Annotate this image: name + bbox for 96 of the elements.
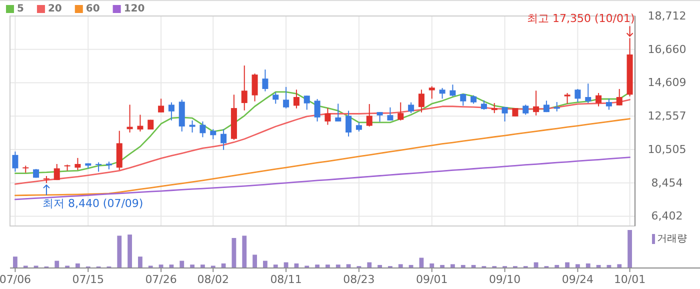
bar — [367, 262, 372, 268]
y-tick-label: 8,454 — [651, 176, 683, 190]
x-tick-label: 10/01 — [614, 273, 646, 286]
legend-label: 60 — [86, 4, 100, 14]
candlestick — [376, 112, 383, 122]
candlestick — [439, 87, 446, 100]
y-tick-label: 18,712 — [648, 10, 686, 22]
bar — [273, 264, 278, 268]
candlestick — [366, 104, 372, 127]
annotation: 최저 8,440 (07/09) — [42, 197, 144, 210]
bar — [336, 264, 340, 268]
candlestick — [54, 163, 60, 181]
candlestick — [158, 98, 164, 113]
candlestick — [480, 100, 487, 110]
candlestick — [241, 65, 248, 111]
candlestick — [272, 92, 279, 104]
candlestick — [428, 86, 435, 100]
bar — [576, 264, 580, 268]
bar — [450, 264, 455, 268]
x-tick-label: 09/24 — [562, 273, 594, 286]
bar — [430, 263, 434, 268]
candlestick — [335, 103, 342, 122]
bar — [252, 254, 257, 268]
candlestick — [460, 94, 466, 106]
candlestick — [574, 88, 581, 103]
x-tick-label: 08/23 — [343, 273, 375, 286]
y-tick-label: 6,402 — [651, 210, 683, 223]
bar — [617, 264, 622, 268]
bar — [13, 256, 18, 268]
legend-label: 거래량 — [657, 234, 687, 244]
candlestick — [314, 98, 320, 122]
candlestick — [418, 89, 424, 113]
candlestick — [346, 110, 352, 138]
candlestick — [387, 106, 394, 121]
bar — [76, 263, 80, 268]
legend-label: 20 — [48, 4, 62, 14]
bar — [138, 256, 142, 268]
candlestick — [210, 128, 216, 140]
x-tick-label: 09/01 — [416, 273, 448, 286]
candlestick — [522, 104, 529, 116]
bar — [586, 263, 590, 268]
candlestick — [502, 106, 508, 122]
candlestick — [596, 92, 602, 107]
candlestick — [491, 102, 498, 114]
y-tick-label: 14,609 — [648, 76, 686, 90]
candlestick — [252, 73, 258, 102]
candlestick — [606, 98, 612, 110]
bar — [326, 264, 330, 268]
candlestick — [200, 120, 206, 138]
bar — [180, 260, 184, 268]
candlestick — [262, 69, 268, 92]
candlestick — [398, 102, 404, 121]
candlestick — [450, 84, 456, 97]
bar — [117, 236, 122, 268]
candlestick — [220, 128, 227, 150]
y-tick-label: 10,505 — [648, 142, 686, 156]
candlestick — [533, 90, 540, 116]
candlestick — [168, 102, 174, 121]
bar — [398, 264, 403, 268]
x-tick-label: 08/02 — [197, 273, 229, 286]
y-tick-label: 12,557 — [648, 110, 686, 123]
annotation: 최고 17,350 (10/01) — [527, 12, 635, 26]
bar — [190, 264, 194, 268]
bar — [128, 234, 132, 268]
bar — [628, 230, 632, 268]
candlestick — [408, 102, 414, 114]
candlestick — [12, 151, 18, 172]
candlestick — [616, 88, 622, 106]
legend-label: 5 — [17, 4, 24, 14]
candlestick — [137, 114, 144, 132]
candlestick — [304, 95, 310, 110]
x-tick-label: 07/26 — [145, 273, 177, 286]
bar — [315, 264, 320, 268]
candlestick — [356, 122, 362, 132]
x-tick-label: 08/11 — [270, 273, 302, 286]
x-tick-label: 07/06 — [0, 273, 32, 286]
x-tick-label: 09/10 — [488, 273, 521, 286]
bar — [242, 236, 247, 268]
line-series — [14, 118, 630, 196]
bar — [200, 264, 205, 268]
legend-label: 120 — [124, 4, 145, 14]
candlestick — [283, 86, 290, 109]
candlestick — [293, 89, 300, 109]
x-tick-label: 07/15 — [72, 273, 104, 286]
candlestick — [324, 108, 331, 126]
bar — [565, 262, 570, 268]
candlestick — [585, 83, 592, 104]
line-series — [14, 156, 630, 200]
bar — [263, 260, 268, 268]
y-tick-label: 16,660 — [648, 42, 686, 56]
candlestick — [189, 120, 196, 133]
candlestick — [74, 157, 81, 171]
candlestick — [96, 162, 102, 172]
bar — [54, 260, 60, 268]
candlestick — [564, 92, 570, 104]
candlestick — [554, 102, 560, 112]
